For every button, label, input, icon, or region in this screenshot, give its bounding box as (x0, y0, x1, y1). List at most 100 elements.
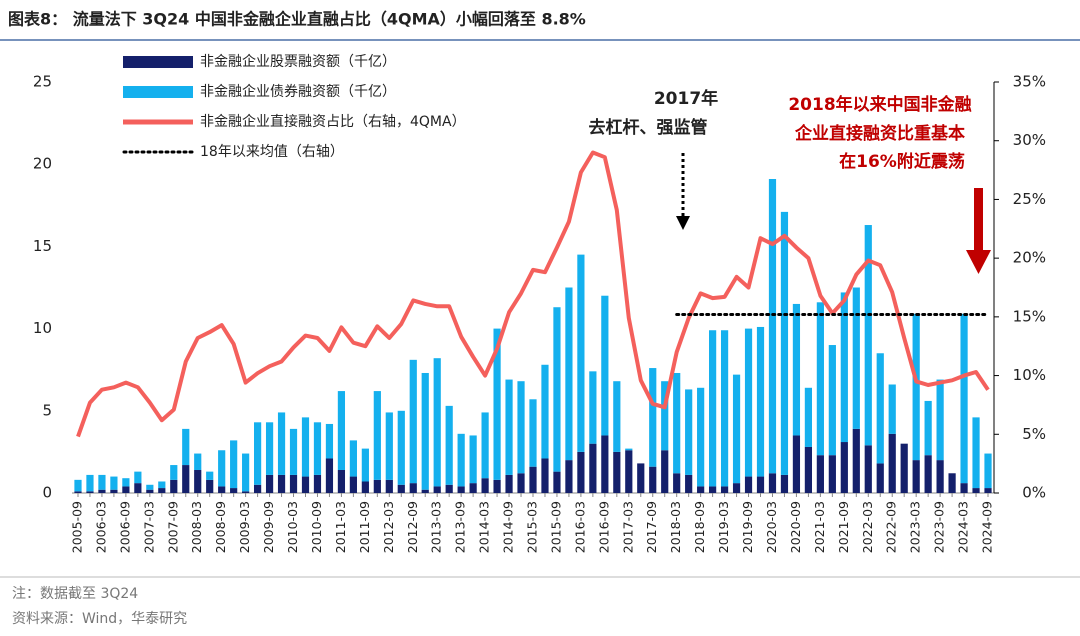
bar (505, 474, 513, 493)
x-tick-label: 2015-09 (548, 501, 563, 553)
bar (74, 491, 82, 493)
x-tick-label: 2012-03 (381, 501, 396, 553)
x-tick-label: 2024-09 (980, 501, 995, 553)
bar (553, 471, 561, 493)
bar (577, 254, 585, 452)
legend-label: 18年以来均值（右轴） (200, 144, 344, 160)
bar (517, 381, 525, 474)
y2-tick-label: 0% (1022, 484, 1046, 502)
bar (146, 489, 154, 493)
bar (86, 491, 94, 493)
bar (709, 330, 717, 487)
bar (553, 307, 561, 472)
bar (349, 476, 357, 493)
bar (98, 489, 106, 493)
annotation-arrow (974, 188, 983, 252)
bar (924, 455, 932, 493)
bar (541, 364, 549, 459)
bar (972, 488, 980, 493)
bar (325, 458, 334, 493)
bar (720, 330, 729, 487)
bar (876, 353, 884, 464)
bar (756, 476, 765, 493)
bar (253, 422, 262, 485)
annotation: 去杠杆、强监管 (589, 117, 708, 138)
bar (337, 391, 346, 470)
bar (816, 455, 824, 493)
x-tick-label: 2018-09 (692, 501, 707, 553)
x-tick-label: 2005-09 (69, 501, 84, 553)
bar (469, 435, 477, 484)
bar (158, 488, 166, 493)
y2-tick-label: 15% (1013, 307, 1046, 325)
bar (182, 428, 190, 466)
bar (768, 473, 777, 493)
bar (481, 478, 489, 493)
bar (529, 399, 537, 467)
bar (888, 384, 896, 434)
x-tick-label: 2019-09 (740, 501, 755, 553)
bar (134, 483, 142, 493)
x-tick-label: 2010-03 (285, 501, 300, 553)
x-tick-label: 2010-09 (309, 501, 324, 553)
bar (984, 453, 992, 489)
bar (673, 473, 681, 493)
bar (900, 443, 908, 493)
bar (277, 474, 286, 493)
bar (720, 486, 729, 493)
bar (301, 417, 310, 477)
y2-tick-label: 10% (1013, 366, 1046, 384)
x-tick-label: 2020-09 (788, 501, 803, 553)
bar (661, 450, 669, 493)
x-tick-label: 2014-09 (501, 501, 516, 553)
x-tick-label: 2013-03 (429, 501, 444, 553)
bar (86, 474, 94, 492)
bar (756, 326, 765, 477)
x-tick-label: 2016-09 (596, 501, 611, 553)
bar (984, 488, 992, 493)
bar (732, 374, 741, 484)
x-tick-label: 2013-09 (453, 501, 468, 553)
bar (493, 479, 501, 493)
annotation: 企业直接融资比重基本 (794, 123, 965, 144)
bar (373, 479, 381, 493)
bar (218, 450, 226, 487)
annotation: 2017年 (654, 88, 718, 109)
bar (852, 287, 860, 429)
bar (625, 450, 633, 493)
bar (792, 303, 801, 436)
x-tick-label: 2021-03 (812, 501, 827, 553)
bar (804, 446, 813, 493)
source: 资料来源：Wind，华泰研究 (12, 611, 187, 627)
bar (732, 483, 741, 493)
y2-tick-label: 25% (1013, 190, 1046, 208)
bar (960, 313, 968, 484)
bar (158, 481, 166, 489)
bar (469, 483, 477, 493)
bar (182, 465, 190, 493)
bar (481, 412, 489, 479)
annotation: 在16%附近震荡 (839, 151, 965, 172)
bar (409, 483, 417, 493)
bar (864, 445, 872, 493)
bar (122, 478, 130, 487)
bar (768, 178, 777, 474)
bar (385, 412, 393, 480)
bar (277, 412, 286, 475)
bar (601, 295, 609, 436)
x-tick-label: 2011-03 (333, 501, 348, 553)
y-tick-label: 15 (33, 237, 52, 255)
bar (577, 451, 585, 493)
bar (948, 473, 956, 493)
bar (170, 465, 178, 480)
bar (433, 358, 441, 487)
bar (301, 476, 310, 493)
bar (912, 460, 920, 493)
bar (230, 440, 238, 489)
bar (685, 389, 693, 475)
x-tick-label: 2018-03 (668, 501, 683, 553)
bar (230, 488, 238, 493)
bar (325, 423, 334, 459)
bar (505, 379, 513, 475)
